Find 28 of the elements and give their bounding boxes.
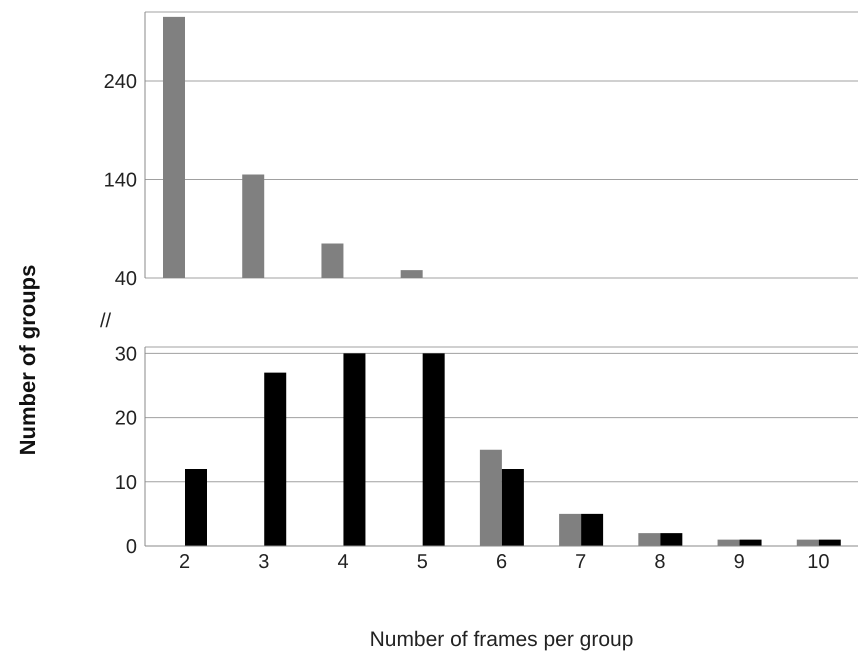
x-tick-label: 2	[179, 551, 190, 574]
y-axis-title: Number of groups	[15, 264, 41, 456]
x-tick-label: 6	[496, 551, 508, 574]
bar	[343, 353, 366, 546]
x-tick-label: 10	[807, 551, 830, 574]
y-tick-label: 30	[114, 344, 137, 366]
x-tick-label: 3	[258, 551, 270, 574]
x-tick-label: 5	[416, 551, 428, 574]
bar	[185, 468, 207, 546]
bar	[818, 540, 841, 546]
x-tick-label: 8	[654, 551, 666, 574]
bar	[581, 514, 604, 546]
bar	[660, 533, 682, 546]
x-axis-title: Number of frames per group	[370, 628, 634, 651]
bar	[740, 540, 762, 546]
x-tick-label: 9	[734, 551, 745, 574]
y-tick-label: 20	[114, 408, 137, 430]
y-tick-label: 240	[104, 71, 137, 94]
y-tick-label: 40	[114, 268, 137, 290]
bar	[502, 468, 524, 546]
y-tick-label: 140	[104, 170, 137, 192]
text: //	[100, 310, 112, 333]
y-tick-label: 10	[114, 472, 137, 494]
y-tick-label: 0	[126, 536, 137, 558]
bar	[264, 372, 286, 546]
x-tick-label: 7	[575, 551, 586, 574]
bar	[422, 353, 445, 546]
x-tick-label: 4	[337, 551, 349, 574]
